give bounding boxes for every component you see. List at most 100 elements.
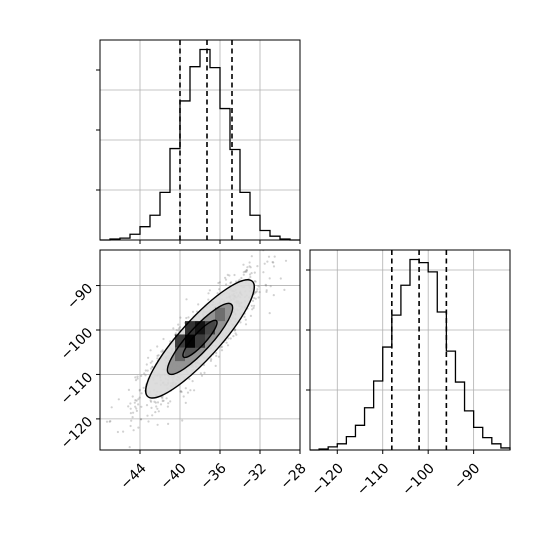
scatter-point [134,376,137,379]
scatter-point [283,288,286,291]
scatter-point [144,369,147,372]
density-cell [195,321,205,335]
scatter-point [266,260,269,263]
density-cell [185,321,195,335]
scatter-point [246,266,249,269]
scatter-point [162,399,165,402]
scatter-point [248,265,251,268]
scatter-point [235,333,238,336]
density-cell [175,334,185,348]
scatter-point [150,400,153,403]
scatter-point [256,265,259,268]
scatter-point [131,395,134,398]
scatter-point [157,410,160,413]
scatter-point [251,308,254,311]
scatter-point [185,316,188,320]
scatter-point [244,270,247,273]
scatter-point [265,284,268,287]
joint-scatter-panel: −44 −40 −36 −32 −28−90−100−110−120 [58,249,310,493]
scatter-point [151,365,154,368]
scatter-point [235,280,238,283]
scatter-point [184,401,187,404]
scatter-point [239,321,242,324]
scatter-point [180,390,183,394]
scatter-point [136,377,139,380]
scatter-point [144,374,147,377]
scatter-point [130,419,133,422]
scatter-point [149,399,152,402]
scatter-point [250,255,253,258]
scatter-point [273,255,276,258]
scatter-point [249,314,252,317]
scatter-point [137,403,140,406]
scatter-point [271,261,274,264]
scatter-point [116,430,119,434]
scatter-point [263,262,266,265]
scatter-point [188,377,191,380]
scatter-point [131,416,134,419]
scatter-point [149,367,153,370]
scatter-point [214,364,217,367]
scatter-point [129,424,132,428]
scatter-point [140,418,143,421]
scatter-point [248,261,251,264]
scatter-point [151,414,154,417]
scatter-point [156,345,159,348]
scatter-point [175,329,178,332]
scatter-point [255,290,258,293]
scatter-point [160,350,163,353]
scatter-point [226,273,229,276]
scatter-point [177,327,180,330]
scatter-point [254,297,257,300]
scatter-point [166,405,169,408]
scatter-point [268,312,271,315]
scatter-point [217,281,220,285]
scatter-point [156,407,159,410]
scatter-point [249,266,252,269]
scatter-point [228,274,231,277]
scatter-point [265,290,268,293]
scatter-point [207,292,210,295]
scatter-point [251,299,255,302]
scatter-point [177,329,180,332]
scatter-point [250,272,253,275]
axes-frame [99,39,301,241]
scatter-point [162,337,165,341]
scatter-point [156,401,160,404]
scatter-point [240,276,243,280]
scatter-point [156,423,159,426]
scatter-point [108,420,111,423]
histogram-steps [310,258,511,451]
density-cell [205,321,215,335]
scatter-point [253,304,256,307]
scatter-point [186,391,190,394]
scatter-point [272,261,275,264]
scatter-point [135,407,138,410]
scatter-point [161,399,164,403]
scatter-point [147,420,150,423]
scatter-point [174,332,177,335]
scatter-point [229,281,232,285]
scatter-point [149,361,152,364]
scatter-point [220,349,224,352]
contour-line [166,302,234,376]
scatter-point [179,316,182,319]
scatter-point [161,349,164,352]
scatter-point [244,270,247,273]
scatter-point [137,398,140,401]
scatter-point [156,354,159,357]
scatter-point [167,402,170,405]
scatter-point [191,310,195,313]
scatter-point [254,290,257,294]
scatter-point [154,401,157,404]
scatter-point [140,392,143,395]
scatter-point [264,283,267,286]
scatter-point [135,409,138,412]
axes-frame [99,249,301,451]
scatter-point [224,278,228,281]
scatter-point [161,397,164,400]
scatter-point [182,395,185,398]
scatter-point [254,291,257,294]
scatter-point [169,400,172,403]
